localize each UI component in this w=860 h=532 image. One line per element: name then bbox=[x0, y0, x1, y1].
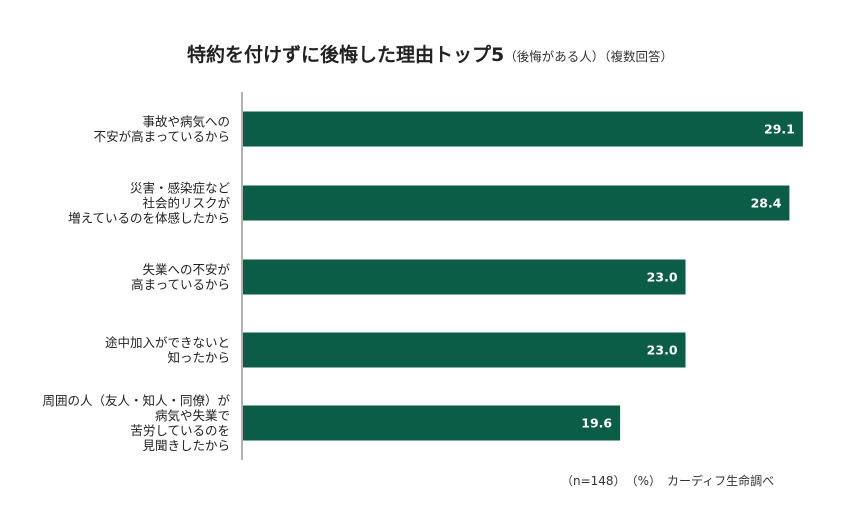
category-label-3-line-1: 失業への不安が bbox=[142, 262, 230, 277]
chart-title: 特約を付けずに後悔した理由トップ5（後悔がある人）（複数回答） bbox=[0, 40, 860, 67]
bar-5 bbox=[243, 405, 621, 441]
category-label-5-line-3: 苦労しているのを bbox=[130, 423, 230, 438]
category-label-2-line-3: 増えているのを体感したから bbox=[68, 211, 230, 226]
bar-3 bbox=[243, 259, 686, 295]
bar-value-label-4: 23.0 bbox=[647, 343, 678, 358]
category-label-5-line-1: 周囲の人（友人・知人・同僚）が bbox=[42, 393, 230, 408]
category-label-3-line-2: 高まっているから bbox=[131, 277, 230, 292]
bar-value-label-1: 29.1 bbox=[764, 122, 795, 137]
bar-2 bbox=[243, 185, 790, 221]
bar-1 bbox=[243, 111, 803, 147]
category-label-5-line-2: 病気や失業で bbox=[155, 408, 230, 423]
category-label-5-line-4: 見聞きしたから bbox=[142, 438, 230, 453]
bar-value-label-5: 19.6 bbox=[581, 416, 612, 431]
bar-value-label-3: 23.0 bbox=[647, 270, 678, 285]
category-label-4-line-1: 途中加入ができないと bbox=[105, 335, 230, 350]
category-label-2-line-2: 社会的リスクが bbox=[142, 196, 230, 211]
chart-title-main: 特約を付けずに後悔した理由トップ5 bbox=[187, 44, 505, 66]
category-label-2-line-1: 災害・感染症など bbox=[130, 181, 231, 196]
bar-4 bbox=[243, 332, 686, 368]
category-label-4-line-2: 知ったから bbox=[167, 350, 230, 365]
bar-value-label-2: 28.4 bbox=[751, 196, 782, 211]
category-label-1-line-2: 不安が高まっているから bbox=[94, 129, 230, 144]
chart-title-sub: （後悔がある人）（複数回答） bbox=[504, 49, 673, 64]
category-label-1-line-1: 事故や病気への bbox=[142, 114, 230, 129]
chart-footnote: （n=148） （%） カーディフ生命調べ bbox=[561, 474, 775, 488]
